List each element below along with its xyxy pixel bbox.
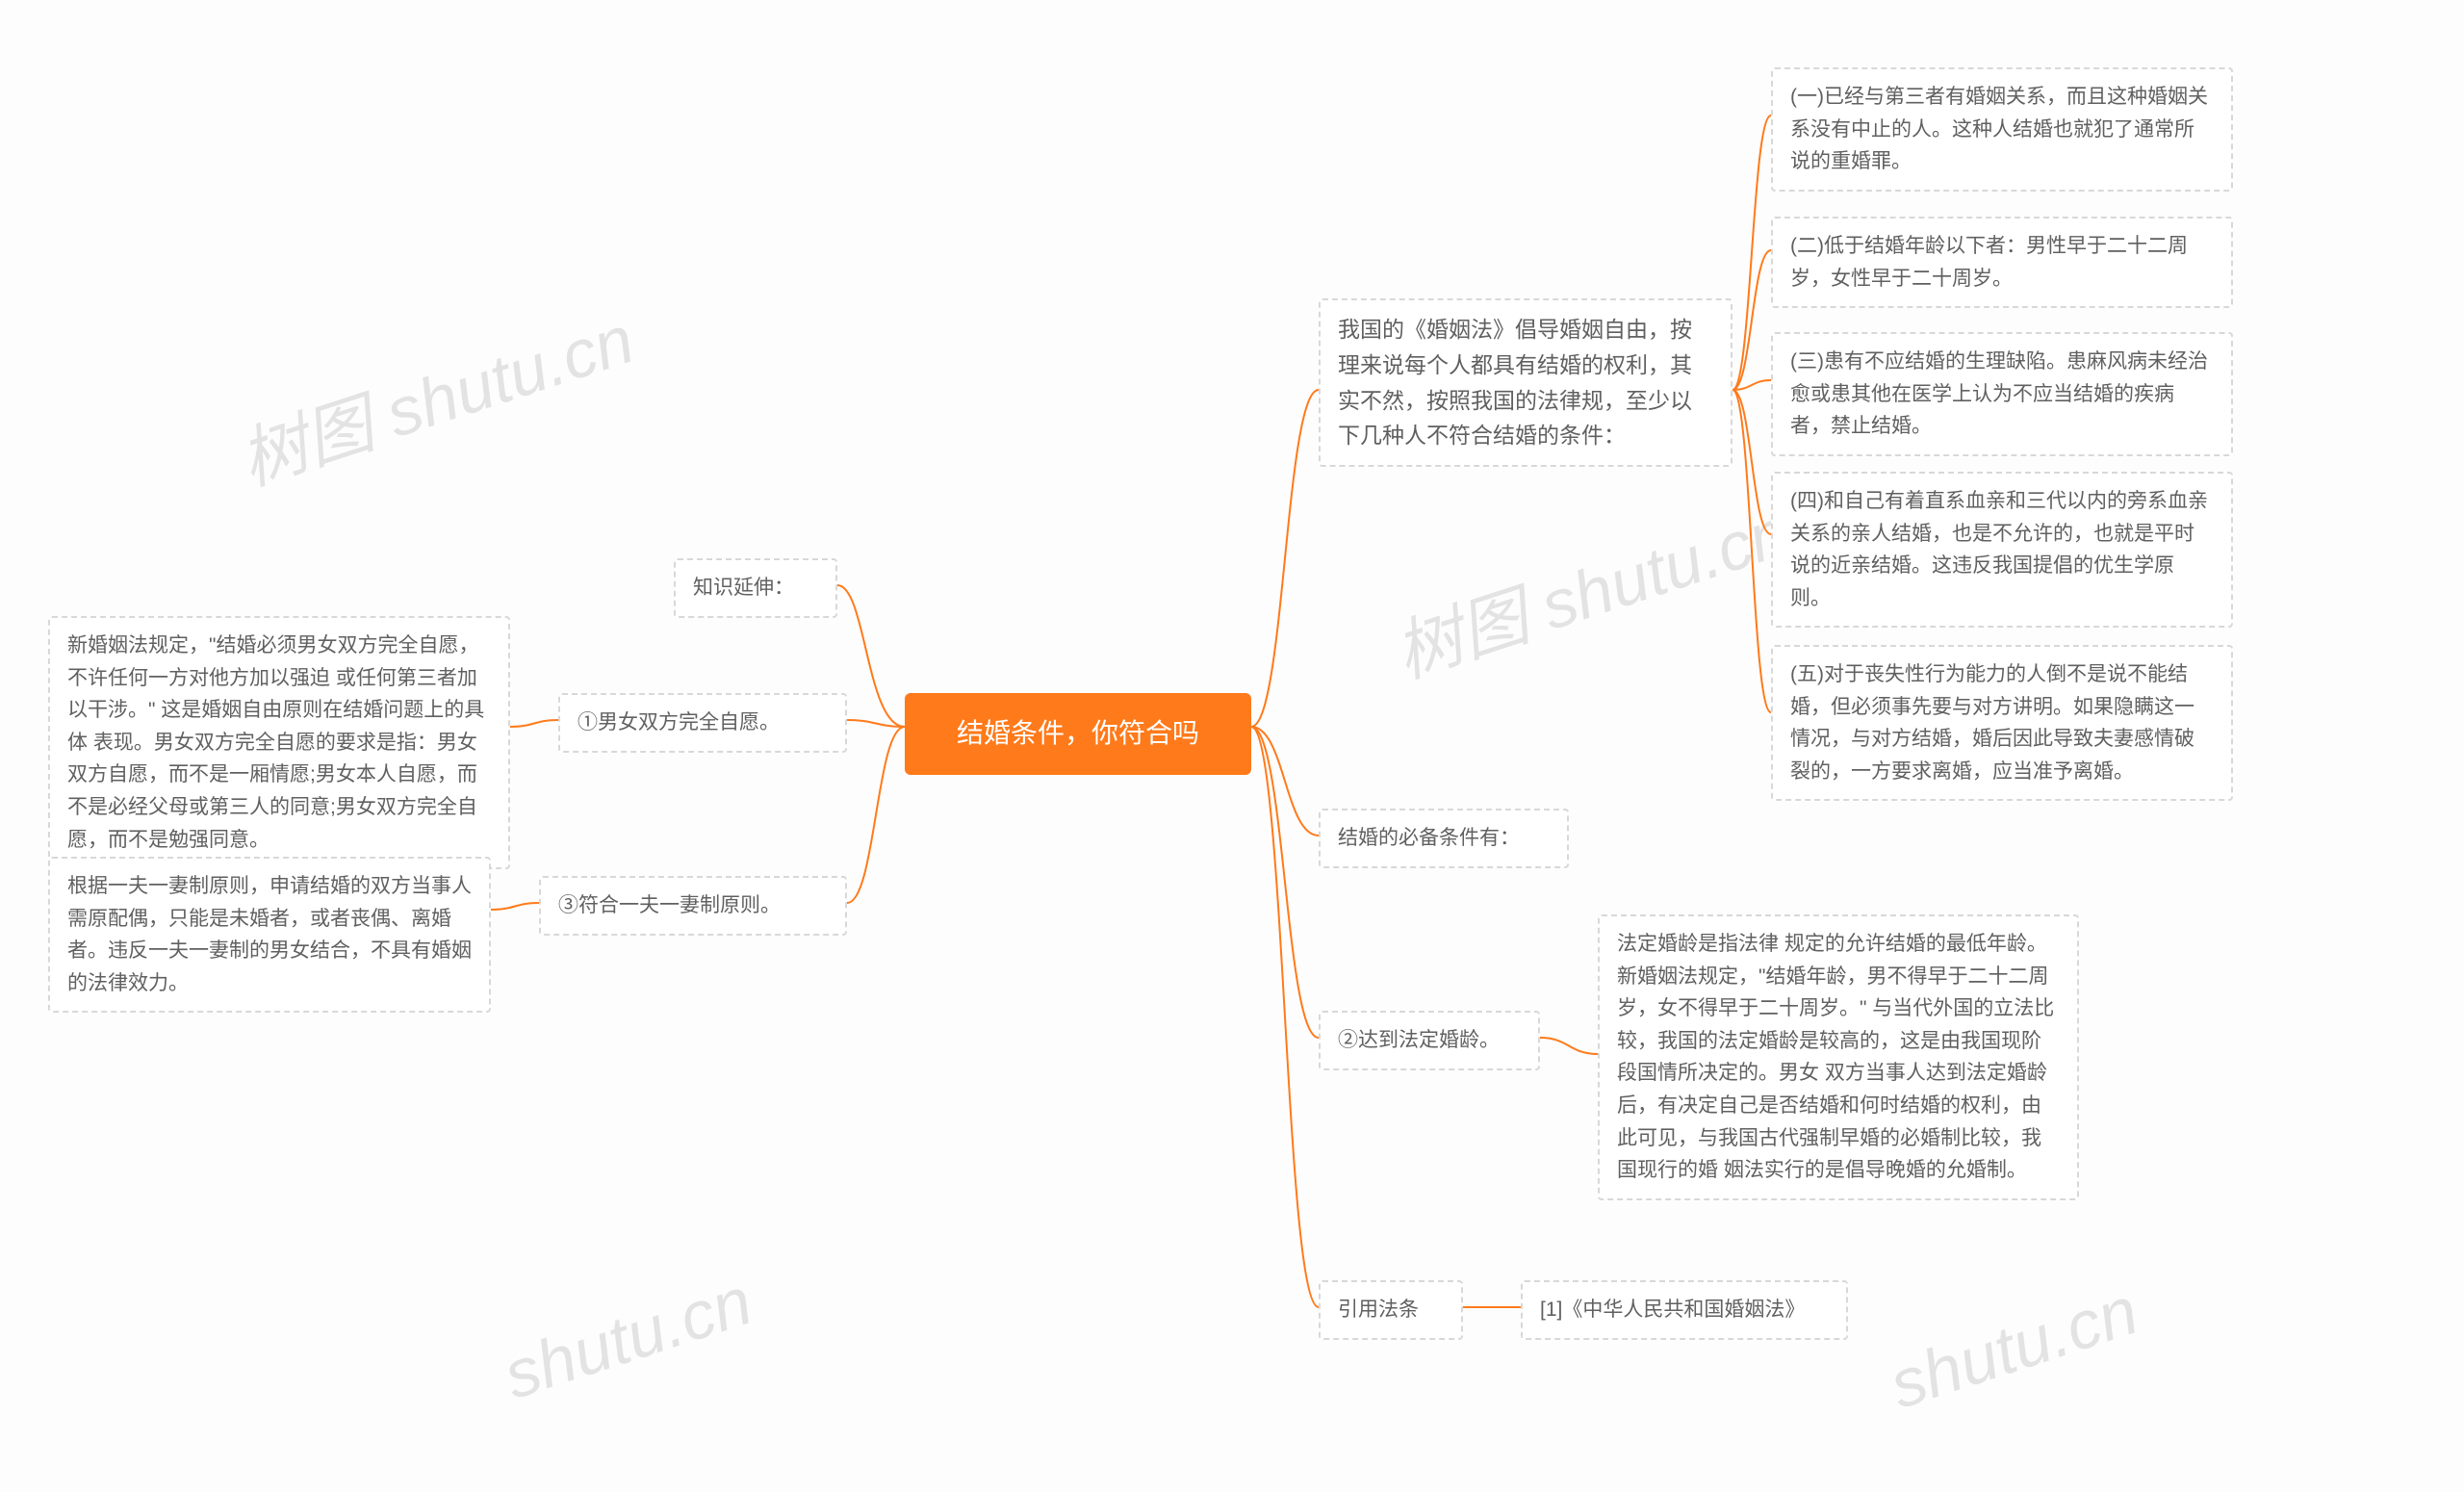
branch-cited-law[interactable]: 引用法条 xyxy=(1319,1280,1463,1340)
leaf-condition-5: (五)对于丧失性行为能力的人倒不是说不能结婚，但必须事先要与对方讲明。如果隐瞒这… xyxy=(1771,645,2233,801)
leaf-monogamy-detail: 根据一夫一妻制原则，申请结婚的双方当事人需原配偶，只能是未婚者，或者丧偶、离婚者… xyxy=(48,857,491,1013)
watermark: shutu.cn xyxy=(1881,1272,2146,1424)
leaf-condition-3: (三)患有不应结婚的生理缺陷。患麻风病未经治愈或患其他在医学上认为不应当结婚的疾… xyxy=(1771,332,2233,456)
branch-required-conditions[interactable]: 结婚的必备条件有： xyxy=(1319,809,1569,868)
leaf-legal-age-detail: 法定婚龄是指法律 规定的允许结婚的最低年龄。新婚姻法规定，"结婚年龄，男不得早于… xyxy=(1598,914,2079,1200)
leaf-voluntary-detail: 新婚姻法规定，"结婚必须男女双方完全自愿，不许任何一方对他方加以强迫 或任何第三… xyxy=(48,616,510,869)
branch-monogamy[interactable]: ③符合一夫一妻制原则。 xyxy=(539,876,847,936)
watermark: shutu.cn xyxy=(495,1262,760,1414)
branch-marriage-law-intro[interactable]: 我国的《婚姻法》倡导婚姻自由，按理来说每个人都具有结婚的权利，其实不然，按照我国… xyxy=(1319,298,1732,467)
watermark: 树图 shutu.cn xyxy=(1381,478,1800,697)
branch-knowledge-extension[interactable]: 知识延伸： xyxy=(674,558,837,618)
branch-voluntary[interactable]: ①男女双方完全自愿。 xyxy=(558,693,847,753)
center-topic[interactable]: 结婚条件，你符合吗 xyxy=(905,693,1251,775)
leaf-cited-law-detail: [1]《中华人民共和国婚姻法》 xyxy=(1521,1280,1848,1340)
leaf-condition-1: (一)已经与第三者有婚姻关系，而且这种婚姻关系没有中止的人。这种人结婚也就犯了通… xyxy=(1771,67,2233,192)
leaf-condition-2: (二)低于结婚年龄以下者：男性早于二十二周岁，女性早于二十周岁。 xyxy=(1771,217,2233,308)
branch-legal-age[interactable]: ②达到法定婚龄。 xyxy=(1319,1011,1540,1070)
leaf-condition-4: (四)和自己有着直系血亲和三代以内的旁系血亲关系的亲人结婚，也是不允许的，也就是… xyxy=(1771,472,2233,628)
mindmap-canvas: 树图 shutu.cn 树图 shutu.cn shutu.cn shutu.c… xyxy=(0,0,2464,1492)
watermark: 树图 shutu.cn xyxy=(226,286,645,504)
